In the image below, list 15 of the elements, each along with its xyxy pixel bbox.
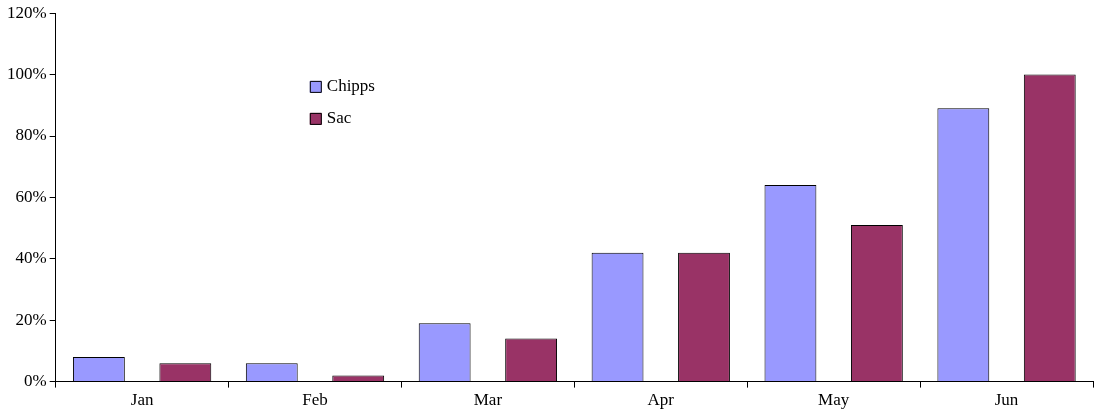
y-tick-label: 20%	[15, 309, 47, 329]
y-tick-label: 40%	[15, 248, 47, 268]
x-tick-label: Apr	[647, 390, 675, 410]
y-tick-label: 120%	[6, 2, 47, 22]
y-tick-label: 60%	[15, 186, 47, 206]
x-tick-label: Feb	[302, 390, 328, 410]
y-tick-label: 100%	[6, 64, 47, 84]
x-tick-label: Jun	[994, 390, 1019, 410]
legend-label: Sac	[326, 108, 352, 128]
x-tick-label: May	[818, 390, 850, 410]
y-tick-label: 80%	[15, 125, 47, 145]
x-tick-label: Jan	[130, 390, 154, 410]
legend-label: Chipps	[326, 76, 375, 96]
x-tick-label: Mar	[473, 390, 503, 410]
y-tick-label: 0%	[23, 371, 47, 391]
